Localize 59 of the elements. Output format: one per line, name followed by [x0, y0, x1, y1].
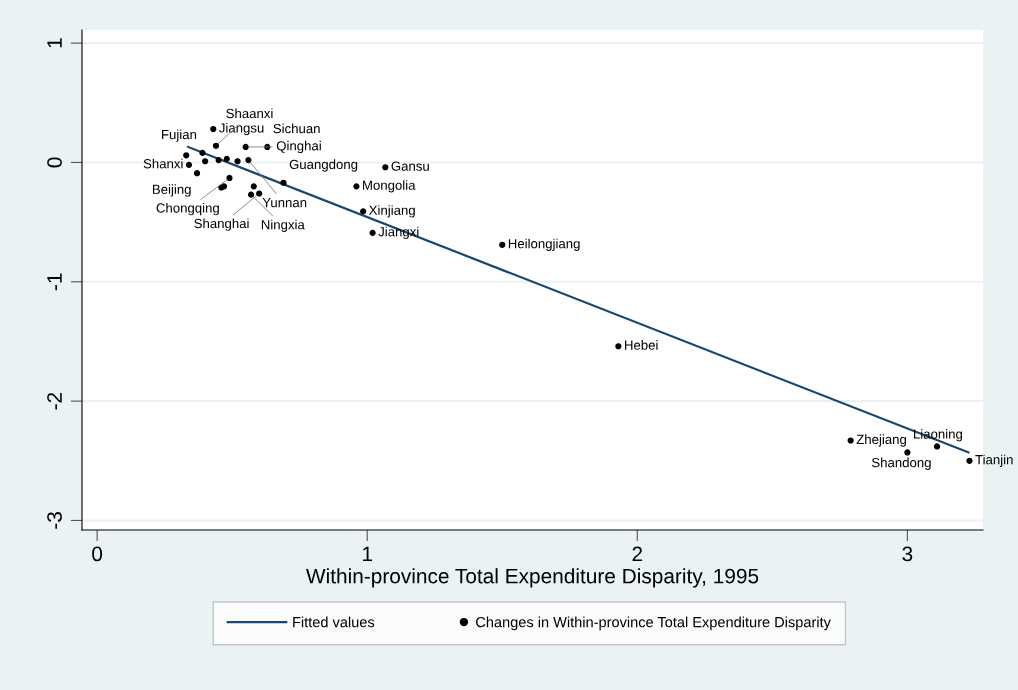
point [185, 161, 193, 168]
point [247, 191, 255, 198]
annotation: Shandong [871, 457, 931, 470]
annotation: Ningxia [261, 219, 305, 232]
point [242, 143, 249, 151]
point [250, 183, 257, 190]
point [256, 190, 263, 197]
annotation: Chongqing [156, 202, 219, 216]
point [212, 142, 220, 149]
annotation: Xinjiang [369, 205, 415, 218]
point [847, 437, 854, 444]
point [183, 152, 190, 159]
annotation: Guangdong [289, 159, 358, 172]
point [226, 174, 233, 182]
point [353, 183, 360, 190]
point [202, 158, 209, 165]
point [933, 443, 941, 450]
legend-label: Changes in Within-province Total Expenditure Disparity [476, 616, 831, 631]
point [499, 241, 506, 248]
annotation: Gansu [391, 161, 429, 171]
point [615, 343, 622, 350]
annotation: Beijing [152, 184, 191, 197]
point [193, 170, 201, 177]
y-tick-label: 1 [47, 38, 62, 48]
legend-label: Fitted values [293, 616, 375, 628]
annotation: Yunnan [262, 198, 307, 208]
point [245, 156, 252, 164]
x-tick-label: 2 [632, 546, 643, 562]
annotation: Qinghai [276, 140, 321, 154]
point [223, 155, 230, 162]
y-tick-label: -1 [47, 273, 62, 291]
point [215, 156, 222, 164]
point [199, 149, 206, 157]
y-tick-label: -2 [47, 392, 62, 410]
y-tick-label: 0 [47, 157, 62, 168]
x-axis-title: Within-province Total Expenditure Disparity, 1995 [306, 568, 759, 588]
point [280, 179, 287, 186]
annotation: Mongolia [363, 180, 416, 193]
point [234, 158, 241, 165]
point [904, 449, 911, 456]
annotation: Jiangsu [219, 122, 264, 136]
point [369, 229, 376, 236]
x-tick-label: 3 [902, 546, 913, 562]
annotation: Sichuan [273, 123, 320, 134]
point [382, 164, 389, 171]
point [360, 208, 367, 215]
annotation: Shanghai [194, 218, 249, 231]
x-tick-label: 1 [363, 546, 372, 562]
annotation: Heilongjiang [508, 238, 580, 251]
annotation: Tianjin [975, 454, 1013, 467]
annotation: Hebei [625, 340, 658, 350]
annotation: Zhejiang [856, 434, 906, 447]
annotation: Shanxi [143, 158, 183, 169]
y-tick-label: -3 [47, 512, 62, 529]
annotation: Shaanxi [226, 108, 273, 119]
x-tick-label: 0 [92, 546, 103, 562]
point [966, 457, 973, 464]
annotation: Fujian [162, 129, 197, 142]
point [210, 125, 217, 133]
